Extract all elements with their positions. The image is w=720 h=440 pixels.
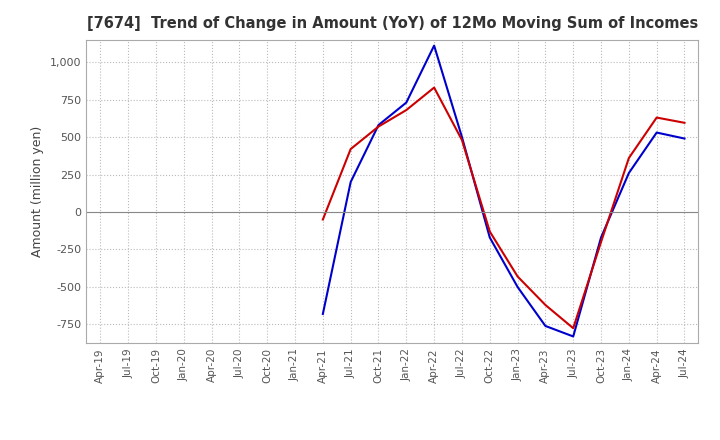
Net Income xyxy=(430,85,438,90)
Title: [7674]  Trend of Change in Amount (YoY) of 12Mo Moving Sum of Incomes: [7674] Trend of Change in Amount (YoY) o… xyxy=(87,16,698,32)
Ordinary Income xyxy=(430,43,438,48)
Net Income xyxy=(597,239,606,245)
Ordinary Income xyxy=(318,312,327,317)
Net Income xyxy=(569,326,577,331)
Ordinary Income xyxy=(485,235,494,240)
Net Income xyxy=(318,217,327,222)
Net Income xyxy=(374,124,383,129)
Line: Ordinary Income: Ordinary Income xyxy=(323,46,685,337)
Net Income xyxy=(624,155,633,161)
Ordinary Income xyxy=(624,170,633,176)
Net Income xyxy=(485,229,494,234)
Net Income xyxy=(402,107,410,113)
Net Income xyxy=(652,115,661,120)
Line: Net Income: Net Income xyxy=(323,88,685,328)
Net Income xyxy=(458,137,467,143)
Ordinary Income xyxy=(513,284,522,290)
Ordinary Income xyxy=(680,136,689,141)
Ordinary Income xyxy=(346,180,355,185)
Net Income xyxy=(541,302,550,308)
Net Income xyxy=(680,120,689,125)
Ordinary Income xyxy=(569,334,577,339)
Y-axis label: Amount (million yen): Amount (million yen) xyxy=(32,126,45,257)
Net Income xyxy=(513,274,522,279)
Ordinary Income xyxy=(402,100,410,105)
Ordinary Income xyxy=(458,134,467,139)
Ordinary Income xyxy=(652,130,661,135)
Ordinary Income xyxy=(597,235,606,240)
Ordinary Income xyxy=(541,323,550,329)
Ordinary Income xyxy=(374,122,383,128)
Net Income xyxy=(346,147,355,152)
